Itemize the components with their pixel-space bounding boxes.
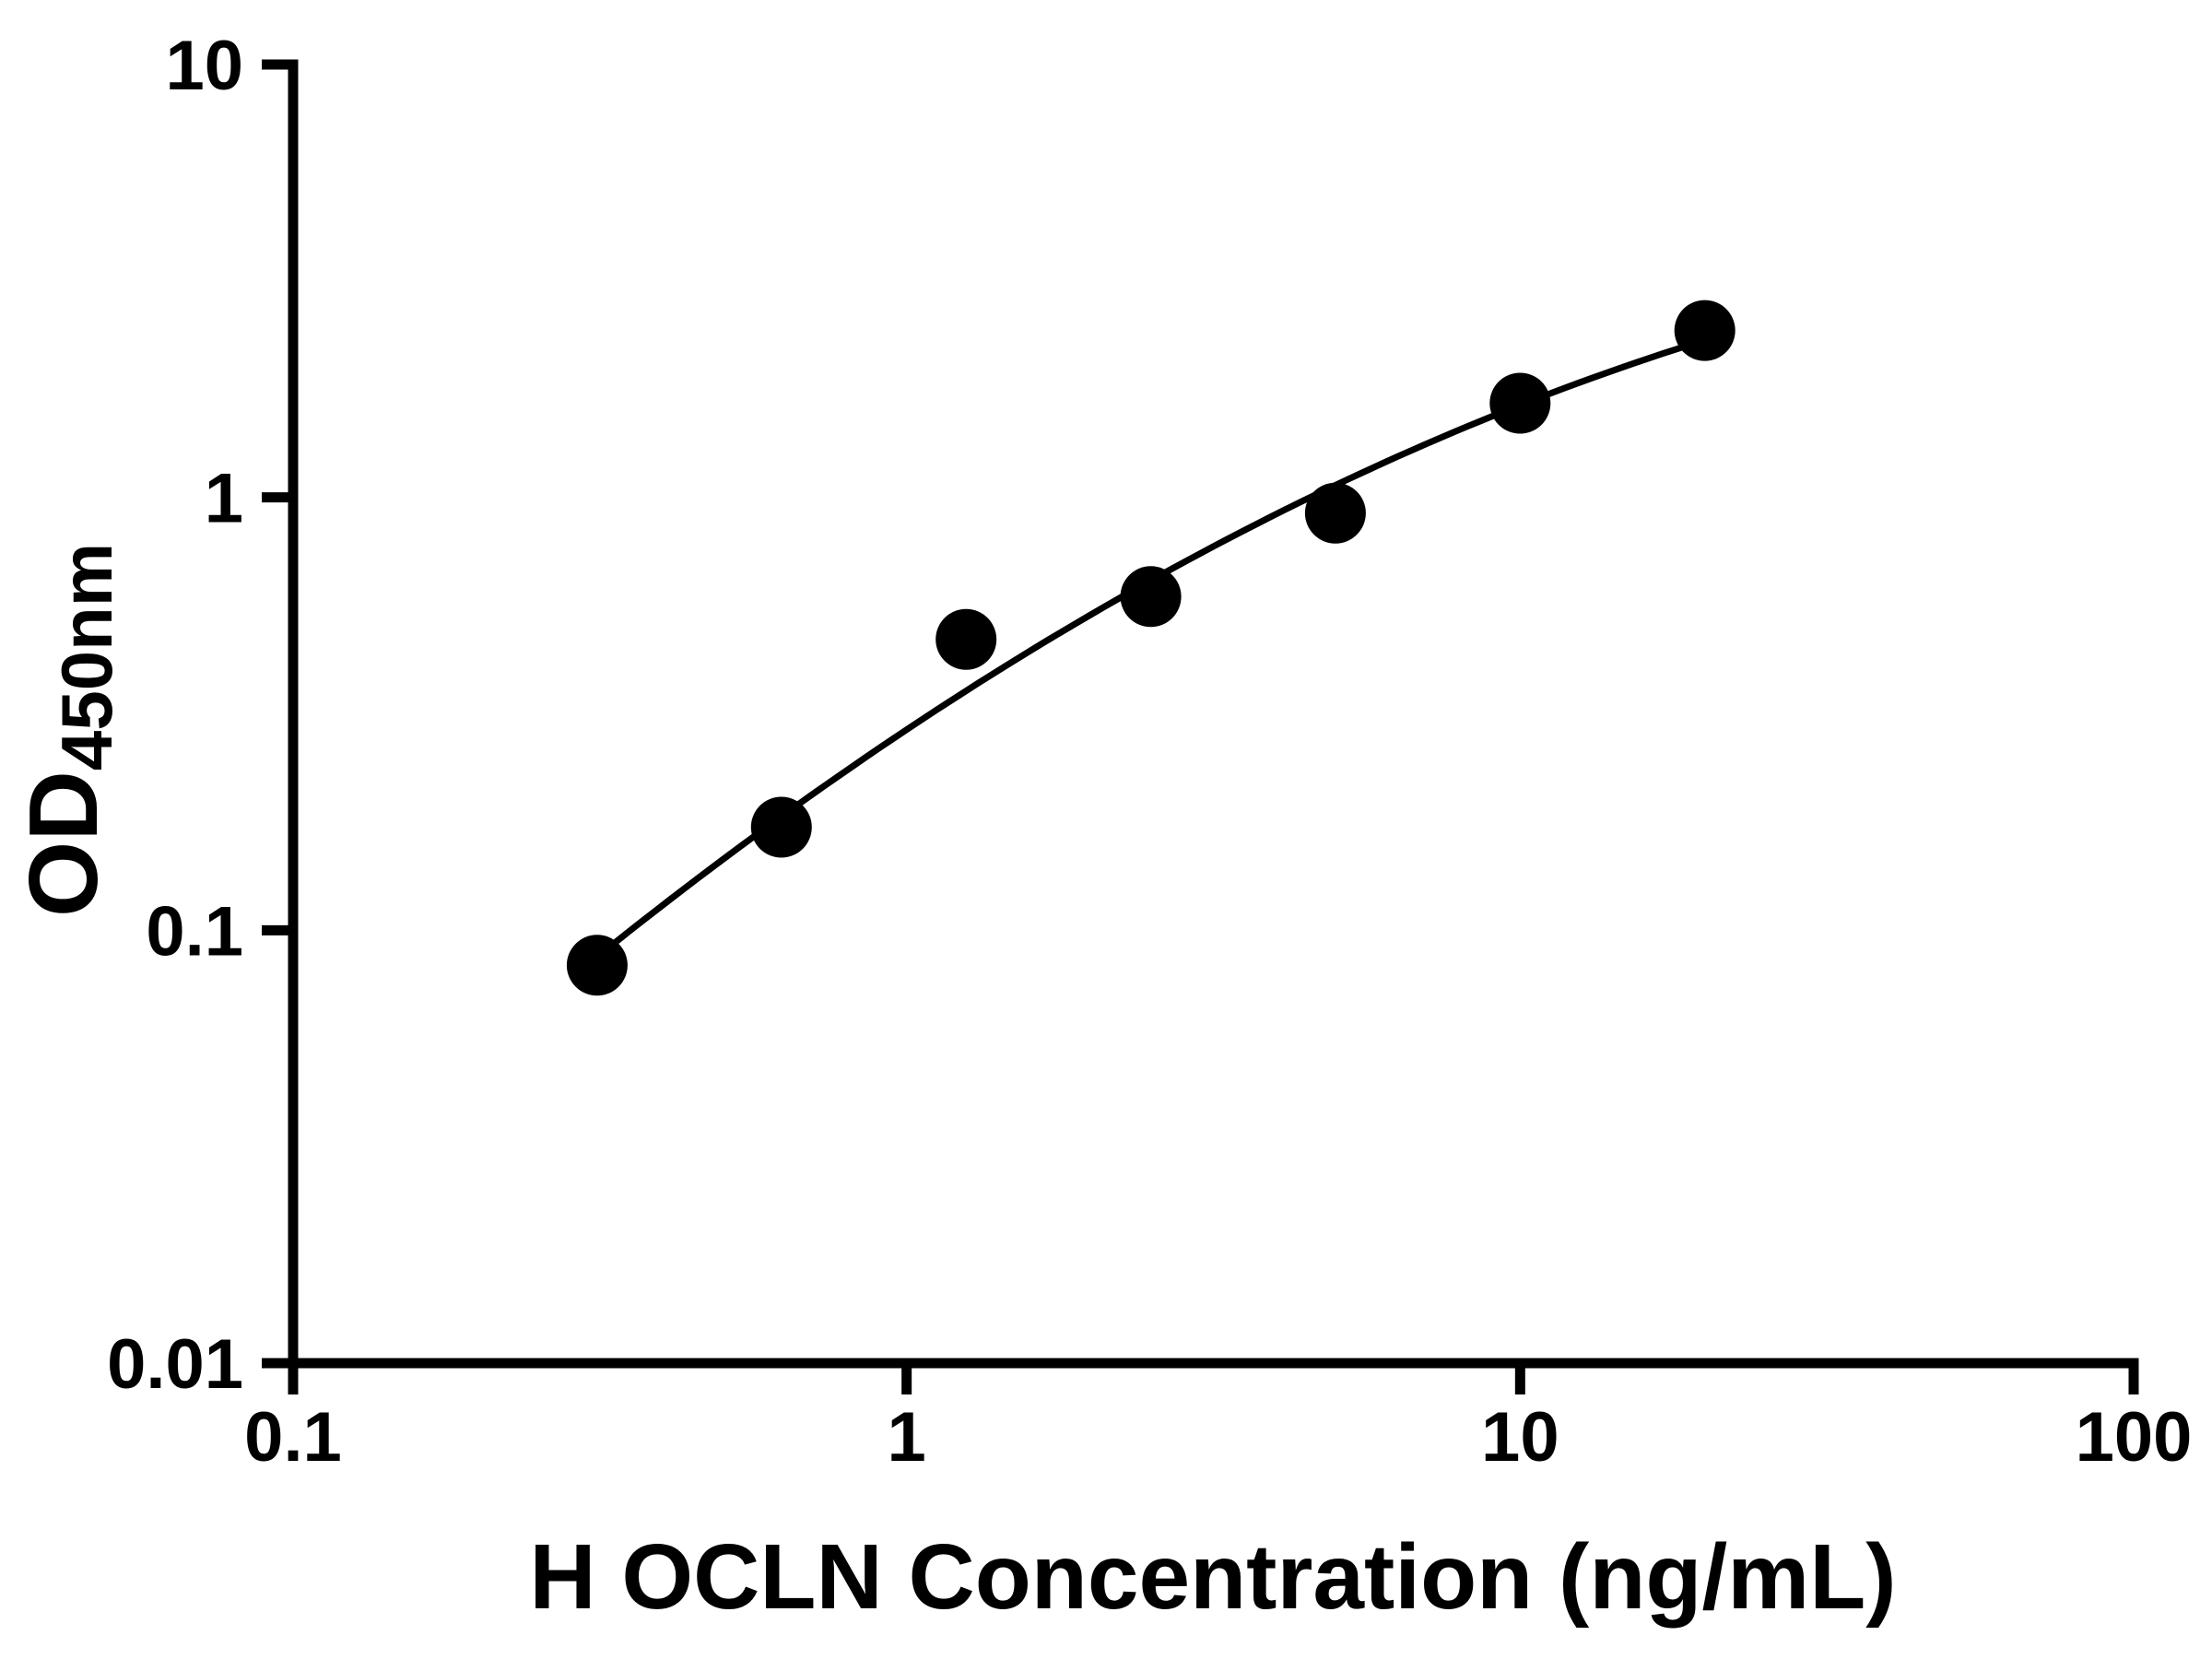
y-axis-title: OD450nm <box>9 543 127 917</box>
svg-text:OD450nm: OD450nm <box>9 543 127 917</box>
x-tick-label: 0.1 <box>244 1398 342 1477</box>
data-point <box>1674 300 1735 361</box>
data-point <box>1304 482 1366 544</box>
axes-frame <box>288 59 2139 1369</box>
x-tick-label: 100 <box>2076 1398 2193 1477</box>
data-point <box>935 608 997 670</box>
y-tick-label: 0.1 <box>146 892 243 971</box>
y-tick-label: 0.01 <box>107 1325 243 1404</box>
data-point <box>1489 372 1551 434</box>
x-tick-label: 1 <box>888 1398 926 1477</box>
fit-curve <box>582 336 1709 970</box>
y-axis-title-main: OD <box>9 771 118 917</box>
data-point <box>750 796 812 858</box>
data-point <box>1120 566 1182 628</box>
data-point <box>566 935 628 996</box>
x-axis-title: H OCLN Concentration (ng/mL) <box>529 1525 1896 1629</box>
y-tick-label: 1 <box>205 460 243 538</box>
y-axis-title-subscript: 450nm <box>46 543 127 771</box>
y-tick-label: 10 <box>165 27 243 105</box>
x-tick-label: 10 <box>1481 1398 1559 1477</box>
